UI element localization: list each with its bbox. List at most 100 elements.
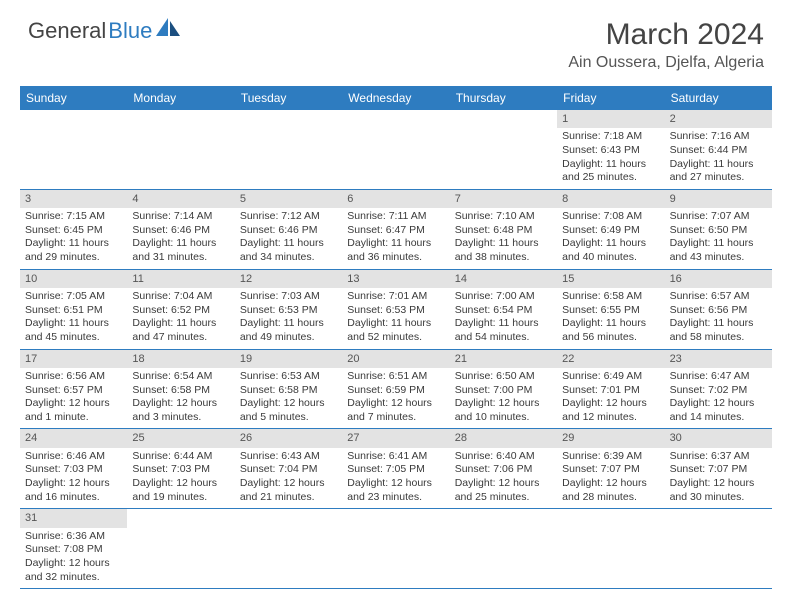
day-number: 20 — [342, 350, 449, 368]
sunrise-text: Sunrise: 7:10 AM — [455, 210, 552, 224]
daylight-text: Daylight: 11 hours and 34 minutes. — [240, 237, 337, 264]
sunset-text: Sunset: 6:53 PM — [347, 304, 444, 318]
calendar-week-row: 10Sunrise: 7:05 AMSunset: 6:51 PMDayligh… — [20, 270, 772, 350]
weekday-header: Sunday — [20, 86, 127, 110]
day-details: Sunrise: 6:57 AMSunset: 6:56 PMDaylight:… — [665, 288, 772, 349]
calendar-cell: 11Sunrise: 7:04 AMSunset: 6:52 PMDayligh… — [127, 270, 234, 349]
sunset-text: Sunset: 6:46 PM — [240, 224, 337, 238]
day-details: Sunrise: 6:39 AMSunset: 7:07 PMDaylight:… — [557, 448, 664, 509]
day-details: Sunrise: 6:37 AMSunset: 7:07 PMDaylight:… — [665, 448, 772, 509]
calendar-cell: 7Sunrise: 7:10 AMSunset: 6:48 PMDaylight… — [450, 190, 557, 269]
sunrise-text: Sunrise: 6:56 AM — [25, 370, 122, 384]
day-number: 28 — [450, 429, 557, 447]
day-details: Sunrise: 7:05 AMSunset: 6:51 PMDaylight:… — [20, 288, 127, 349]
sunrise-text: Sunrise: 6:43 AM — [240, 450, 337, 464]
calendar-cell — [127, 509, 234, 588]
calendar-cell: 8Sunrise: 7:08 AMSunset: 6:49 PMDaylight… — [557, 190, 664, 269]
sunset-text: Sunset: 7:03 PM — [132, 463, 229, 477]
weekday-header: Monday — [127, 86, 234, 110]
day-number: 11 — [127, 270, 234, 288]
sunrise-text: Sunrise: 6:47 AM — [670, 370, 767, 384]
day-details: Sunrise: 7:03 AMSunset: 6:53 PMDaylight:… — [235, 288, 342, 349]
daylight-text: Daylight: 12 hours and 30 minutes. — [670, 477, 767, 504]
sunrise-text: Sunrise: 6:46 AM — [25, 450, 122, 464]
daylight-text: Daylight: 11 hours and 54 minutes. — [455, 317, 552, 344]
weekday-header: Saturday — [665, 86, 772, 110]
sunrise-text: Sunrise: 6:44 AM — [132, 450, 229, 464]
sunset-text: Sunset: 7:03 PM — [25, 463, 122, 477]
sunrise-text: Sunrise: 7:07 AM — [670, 210, 767, 224]
calendar-cell — [342, 509, 449, 588]
calendar-cell: 23Sunrise: 6:47 AMSunset: 7:02 PMDayligh… — [665, 350, 772, 429]
sunrise-text: Sunrise: 7:03 AM — [240, 290, 337, 304]
day-details: Sunrise: 6:36 AMSunset: 7:08 PMDaylight:… — [20, 528, 127, 589]
sunset-text: Sunset: 6:48 PM — [455, 224, 552, 238]
day-number: 30 — [665, 429, 772, 447]
sunrise-text: Sunrise: 7:08 AM — [562, 210, 659, 224]
calendar-cell: 20Sunrise: 6:51 AMSunset: 6:59 PMDayligh… — [342, 350, 449, 429]
title-block: March 2024 Ain Oussera, Djelfa, Algeria — [568, 18, 764, 72]
sunrise-text: Sunrise: 7:01 AM — [347, 290, 444, 304]
day-number: 27 — [342, 429, 449, 447]
calendar-cell — [20, 110, 127, 189]
calendar-cell: 31Sunrise: 6:36 AMSunset: 7:08 PMDayligh… — [20, 509, 127, 588]
daylight-text: Daylight: 12 hours and 10 minutes. — [455, 397, 552, 424]
day-number: 18 — [127, 350, 234, 368]
daylight-text: Daylight: 11 hours and 43 minutes. — [670, 237, 767, 264]
calendar-week-row: 3Sunrise: 7:15 AMSunset: 6:45 PMDaylight… — [20, 190, 772, 270]
weekday-header: Wednesday — [342, 86, 449, 110]
day-details: Sunrise: 6:54 AMSunset: 6:58 PMDaylight:… — [127, 368, 234, 429]
location-subtitle: Ain Oussera, Djelfa, Algeria — [568, 54, 764, 72]
daylight-text: Daylight: 12 hours and 21 minutes. — [240, 477, 337, 504]
sunrise-text: Sunrise: 7:14 AM — [132, 210, 229, 224]
sunset-text: Sunset: 6:54 PM — [455, 304, 552, 318]
sunset-text: Sunset: 7:05 PM — [347, 463, 444, 477]
calendar-cell: 28Sunrise: 6:40 AMSunset: 7:06 PMDayligh… — [450, 429, 557, 508]
sunset-text: Sunset: 6:57 PM — [25, 384, 122, 398]
day-details: Sunrise: 7:00 AMSunset: 6:54 PMDaylight:… — [450, 288, 557, 349]
sunset-text: Sunset: 6:46 PM — [132, 224, 229, 238]
daylight-text: Daylight: 11 hours and 58 minutes. — [670, 317, 767, 344]
calendar-cell: 22Sunrise: 6:49 AMSunset: 7:01 PMDayligh… — [557, 350, 664, 429]
day-details: Sunrise: 7:11 AMSunset: 6:47 PMDaylight:… — [342, 208, 449, 269]
sunset-text: Sunset: 7:07 PM — [670, 463, 767, 477]
calendar-cell: 27Sunrise: 6:41 AMSunset: 7:05 PMDayligh… — [342, 429, 449, 508]
sunset-text: Sunset: 6:58 PM — [132, 384, 229, 398]
calendar-cell: 6Sunrise: 7:11 AMSunset: 6:47 PMDaylight… — [342, 190, 449, 269]
day-details: Sunrise: 7:18 AMSunset: 6:43 PMDaylight:… — [557, 128, 664, 189]
calendar-week-row: 31Sunrise: 6:36 AMSunset: 7:08 PMDayligh… — [20, 509, 772, 589]
sunrise-text: Sunrise: 7:05 AM — [25, 290, 122, 304]
day-number: 22 — [557, 350, 664, 368]
day-number: 9 — [665, 190, 772, 208]
daylight-text: Daylight: 12 hours and 5 minutes. — [240, 397, 337, 424]
calendar-week-row: 24Sunrise: 6:46 AMSunset: 7:03 PMDayligh… — [20, 429, 772, 509]
daylight-text: Daylight: 11 hours and 36 minutes. — [347, 237, 444, 264]
day-number: 24 — [20, 429, 127, 447]
calendar-cell: 2Sunrise: 7:16 AMSunset: 6:44 PMDaylight… — [665, 110, 772, 189]
sunrise-text: Sunrise: 6:37 AM — [670, 450, 767, 464]
sunrise-text: Sunrise: 6:53 AM — [240, 370, 337, 384]
day-number: 7 — [450, 190, 557, 208]
day-number: 26 — [235, 429, 342, 447]
sunset-text: Sunset: 6:50 PM — [670, 224, 767, 238]
sunset-text: Sunset: 7:02 PM — [670, 384, 767, 398]
daylight-text: Daylight: 12 hours and 25 minutes. — [455, 477, 552, 504]
logo: GeneralBlue — [28, 18, 182, 44]
weeks-container: 1Sunrise: 7:18 AMSunset: 6:43 PMDaylight… — [20, 110, 772, 589]
day-details: Sunrise: 6:41 AMSunset: 7:05 PMDaylight:… — [342, 448, 449, 509]
calendar-cell: 30Sunrise: 6:37 AMSunset: 7:07 PMDayligh… — [665, 429, 772, 508]
sunset-text: Sunset: 7:07 PM — [562, 463, 659, 477]
daylight-text: Daylight: 11 hours and 47 minutes. — [132, 317, 229, 344]
calendar-cell: 3Sunrise: 7:15 AMSunset: 6:45 PMDaylight… — [20, 190, 127, 269]
calendar-cell — [127, 110, 234, 189]
day-number: 4 — [127, 190, 234, 208]
daylight-text: Daylight: 12 hours and 16 minutes. — [25, 477, 122, 504]
day-number: 3 — [20, 190, 127, 208]
calendar-cell: 15Sunrise: 6:58 AMSunset: 6:55 PMDayligh… — [557, 270, 664, 349]
sunset-text: Sunset: 6:59 PM — [347, 384, 444, 398]
sunset-text: Sunset: 7:08 PM — [25, 543, 122, 557]
sunset-text: Sunset: 7:00 PM — [455, 384, 552, 398]
header: GeneralBlue March 2024 Ain Oussera, Djel… — [0, 0, 792, 80]
day-number: 10 — [20, 270, 127, 288]
calendar-cell: 14Sunrise: 7:00 AMSunset: 6:54 PMDayligh… — [450, 270, 557, 349]
